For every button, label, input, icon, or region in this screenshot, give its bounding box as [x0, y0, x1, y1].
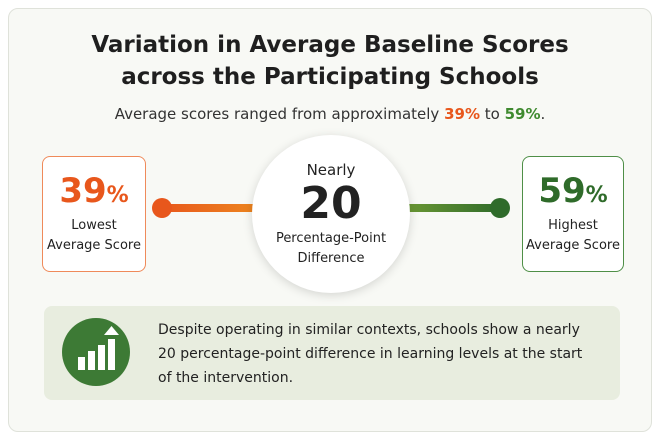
title-line: Variation in Average Baseline Scores: [91, 32, 569, 58]
note-line: of the intervention.: [158, 370, 294, 386]
label-line: Average Score: [526, 238, 620, 253]
low-value: 39%: [43, 171, 145, 216]
end-dot: [152, 198, 172, 218]
note-line: Despite operating in similar contexts, s…: [158, 322, 580, 338]
end-dot: [490, 198, 510, 218]
high-value: 59%: [523, 171, 623, 216]
number: 59: [538, 171, 586, 211]
label-line: Percentage-Point: [275, 231, 387, 246]
subtitle-text: .: [540, 105, 546, 123]
low-card: 39% Lowest Average Score: [42, 156, 146, 272]
title-line: across the Participating Schools: [121, 64, 539, 90]
subtitle: Average scores ranged from approximately…: [0, 105, 660, 123]
unit: %: [106, 183, 129, 208]
subtitle-text: to: [480, 105, 505, 123]
label-line: Difference: [297, 251, 365, 266]
growth-icon: [62, 318, 130, 386]
center-circle: Nearly 20 Percentage-Point Difference: [252, 135, 410, 293]
note-line: 20 percentage-point difference in learni…: [158, 346, 583, 362]
high-card: 59% Highest Average Score: [522, 156, 624, 272]
label-line: Lowest: [71, 218, 117, 233]
label-line: Highest: [548, 218, 598, 233]
center-number: 20: [300, 178, 362, 229]
center-prefix: Nearly: [306, 161, 356, 179]
subtitle-low: 39%: [444, 105, 480, 123]
subtitle-text: Average scores ranged from approximately: [114, 105, 445, 123]
label-line: Average Score: [47, 238, 141, 253]
note-panel: [44, 306, 620, 400]
number: 39: [59, 171, 107, 211]
unit: %: [585, 183, 608, 208]
subtitle-high: 59%: [504, 105, 541, 123]
